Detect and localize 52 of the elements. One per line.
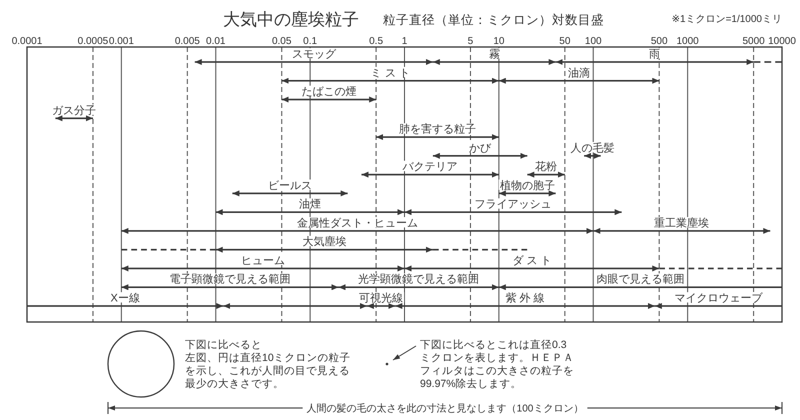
tick-label: 500	[650, 36, 668, 47]
series-label: 肺を害する粒子	[398, 124, 476, 136]
annotation: 下図に比べると	[185, 339, 262, 351]
series-label: 可視光線	[359, 292, 404, 304]
series-label: Xー線	[110, 292, 140, 304]
series-label: 人の毛髪	[570, 142, 614, 154]
series-label: マイクロウェーブ	[674, 292, 762, 304]
annotation: ※1ミクロン=1/1000ミリ	[672, 14, 782, 25]
series-label: 植物の胞子	[500, 180, 555, 192]
tick-label: 1000	[676, 36, 699, 47]
series-label: 光学顕微鏡で見える範囲	[358, 274, 480, 286]
series-label: 重工業塵埃	[654, 217, 710, 230]
tick-label: 0.001	[108, 36, 134, 47]
series-label: 大気塵埃	[302, 236, 346, 248]
series-label: フライアッシュ	[474, 198, 552, 211]
tick-label: 100	[584, 36, 602, 47]
series-label: かび	[469, 142, 492, 154]
series-label: 紫 外 線	[506, 292, 545, 304]
tick-label: 5	[468, 36, 474, 47]
series-label: 金属性ダスト・ヒューム	[296, 217, 418, 230]
tick-label: 50	[559, 36, 570, 47]
tick-label: 0.01	[206, 36, 226, 47]
tick-label: 10	[493, 36, 504, 47]
annotation: 人間の髪の毛の太さを此の寸法と見なします（100ミクロン）	[306, 404, 584, 414]
series-label: ダ ス ト	[512, 254, 552, 267]
series-label: 霧	[488, 48, 500, 60]
series-label: 雨	[649, 48, 660, 60]
series-label: スモッグ	[292, 48, 336, 60]
x-axis-title: 粒子直径（単位：ミクロン）対数目盛	[383, 13, 604, 27]
tick-label: 10000	[768, 36, 796, 47]
tick-label: 0.0001	[12, 36, 42, 47]
tick-label: 0.005	[174, 36, 200, 47]
series-label: ヒューム	[240, 254, 285, 267]
series-label: 電子顕微鏡で見える範囲	[169, 274, 290, 286]
tick-label: 0.0005	[78, 36, 108, 47]
series-label: 花粉	[535, 161, 558, 174]
annotation: 左図、円は直径10ミクロンの粒子を示し、これが人間の目で見える最少の大きさです。	[185, 352, 351, 390]
tick-label: 5000	[742, 36, 765, 47]
series-label: ガス分子	[52, 104, 96, 117]
series-label: 油煙	[299, 198, 322, 211]
tick-label: 0.1	[303, 36, 318, 47]
annotation: 下図に比べるとこれは直径0.3ミクロンを表します。ＨＥＰＡフィルタはこの大きさの粒子を99.97%除去します。	[420, 339, 574, 390]
series-label: ミ ス ト	[370, 67, 410, 80]
series-label: バクテリア	[402, 161, 458, 174]
series-label: 肉眼で見える範囲	[596, 274, 684, 286]
series-label: ビールス	[268, 180, 312, 192]
series-label: たばこの煙	[301, 86, 356, 98]
series-label: 油滴	[568, 67, 590, 80]
tick-label: 0.05	[272, 36, 292, 47]
tick-label: 0.5	[369, 36, 384, 47]
title: 大気中の塵埃粒子	[223, 10, 359, 29]
tick-label: 1	[402, 36, 408, 47]
